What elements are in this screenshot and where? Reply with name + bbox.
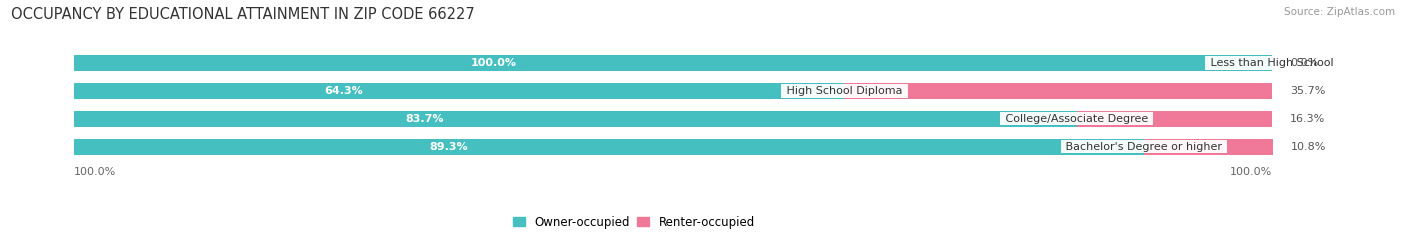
Text: Less than High School: Less than High School <box>1208 58 1337 68</box>
Text: 100.0%: 100.0% <box>75 167 117 177</box>
Bar <box>75 111 1272 127</box>
Text: Source: ZipAtlas.com: Source: ZipAtlas.com <box>1284 7 1395 17</box>
Bar <box>75 111 1077 127</box>
Text: Bachelor's Degree or higher: Bachelor's Degree or higher <box>1062 142 1226 152</box>
Bar <box>75 83 1272 99</box>
Text: 64.3%: 64.3% <box>325 86 363 96</box>
Bar <box>75 139 1144 155</box>
Bar <box>75 83 845 99</box>
Legend: Owner-occupied, Renter-occupied: Owner-occupied, Renter-occupied <box>510 213 758 231</box>
Bar <box>75 55 1272 71</box>
Text: 16.3%: 16.3% <box>1291 114 1326 124</box>
Text: 0.0%: 0.0% <box>1291 58 1319 68</box>
Bar <box>845 83 1272 99</box>
Bar <box>1144 139 1274 155</box>
Text: 100.0%: 100.0% <box>471 58 516 68</box>
Text: 10.8%: 10.8% <box>1291 142 1327 152</box>
Text: 83.7%: 83.7% <box>406 114 444 124</box>
Text: 35.7%: 35.7% <box>1291 86 1326 96</box>
Bar <box>75 139 1272 155</box>
Text: High School Diploma: High School Diploma <box>783 86 905 96</box>
Text: 89.3%: 89.3% <box>429 142 468 152</box>
Text: OCCUPANCY BY EDUCATIONAL ATTAINMENT IN ZIP CODE 66227: OCCUPANCY BY EDUCATIONAL ATTAINMENT IN Z… <box>11 7 475 22</box>
Bar <box>75 55 1272 71</box>
Bar <box>1077 111 1272 127</box>
Text: College/Associate Degree: College/Associate Degree <box>1002 114 1152 124</box>
Text: 100.0%: 100.0% <box>1230 167 1272 177</box>
